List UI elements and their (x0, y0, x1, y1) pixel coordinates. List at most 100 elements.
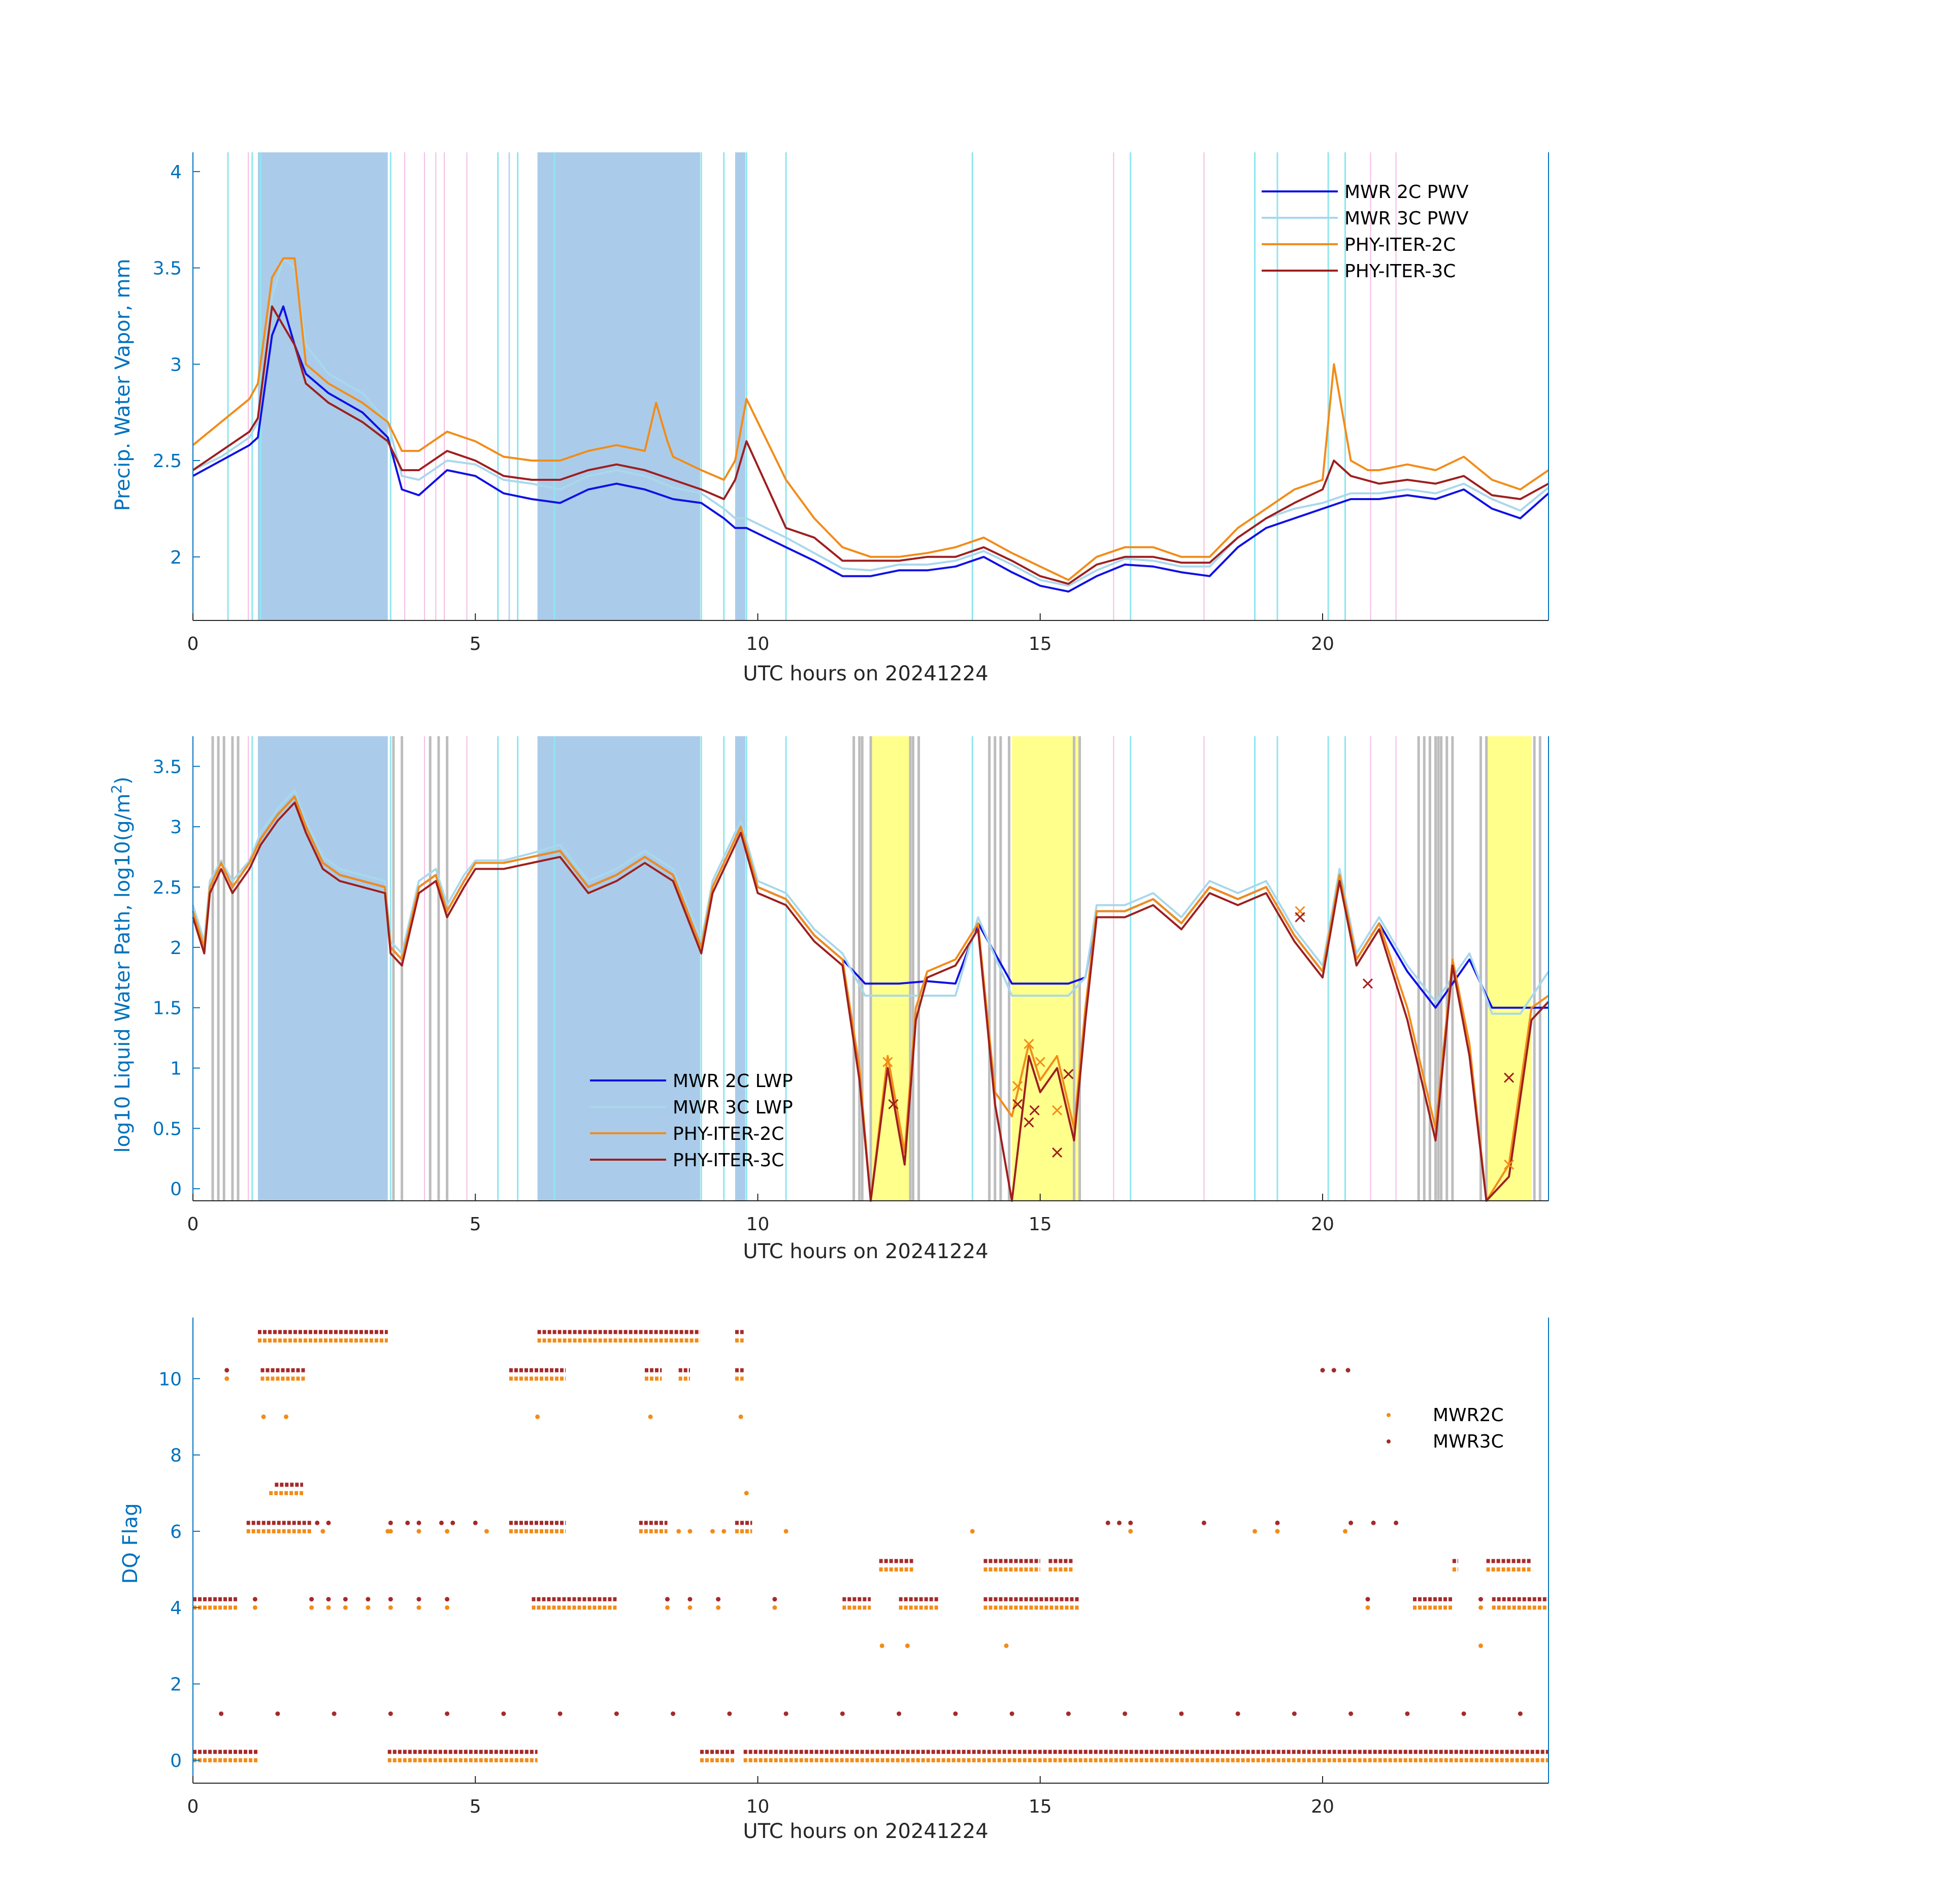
legend-label-phy3c-lwp: PHY-ITER-3C (673, 1150, 784, 1171)
dq-dot-mwr2c (905, 1643, 910, 1648)
dq-dot-mwr3c (501, 1711, 506, 1716)
dq-dot-mwr3c (1331, 1368, 1336, 1373)
dq-dot-mwr2c (416, 1529, 421, 1534)
dq-dot-mwr3c (665, 1597, 670, 1602)
dq-dot-mwr2c (687, 1529, 693, 1534)
lwp-ylabel: log10 Liquid Water Path, log10(g/m2) (108, 777, 135, 1153)
pwv-ytick-label: 3.5 (153, 258, 182, 279)
pwv-xtick-label: 5 (470, 634, 481, 654)
lwp-xtick-label: 15 (1029, 1214, 1052, 1235)
dq-dot-mwr3c (445, 1597, 450, 1602)
lwp-x-marker (882, 1057, 893, 1067)
dq-dot-mwr2c (721, 1529, 727, 1534)
dq-axes: 0 5 10 15 20 0 2 4 6 8 10 (158, 1318, 1549, 1817)
dq-dot-mwr3c (1105, 1520, 1110, 1525)
dq-dot-mwr3c (315, 1520, 320, 1525)
dq-dot-mwr3c (1371, 1520, 1376, 1525)
lwp-x-marker (1063, 1069, 1074, 1079)
lwp-x-marker (1012, 1081, 1023, 1092)
dq-panel: 0 5 10 15 20 0 2 4 6 8 10 UTC hours on 20241224 DQ… (119, 1318, 1549, 1843)
pwv-line-phy2c (192, 257, 1550, 581)
dq-dot-mwr3c (224, 1368, 229, 1373)
dq-dot-mwr3c (405, 1520, 410, 1525)
pwv-blue-shade (257, 152, 388, 620)
dq-dot-mwr2c (1478, 1643, 1483, 1648)
dq-dot-mwr3c (332, 1711, 337, 1716)
dq-dot-mwr2c (1275, 1529, 1280, 1534)
dq-dot-mwr3c (343, 1597, 348, 1602)
lwp-x-marker (1035, 1057, 1045, 1067)
lwp-ytick-label: 1.5 (153, 998, 182, 1019)
dq-dot-mwr3c (1292, 1711, 1297, 1716)
dq-dot-mwr3c (366, 1597, 371, 1602)
legend-dot-mwr2c (1387, 1413, 1391, 1417)
dq-ytick-label: 10 (158, 1369, 182, 1390)
dq-dot-mwr3c (1348, 1711, 1354, 1716)
dq-dot-mwr3c (1394, 1520, 1399, 1525)
lwp-ytick-label: 2.5 (153, 877, 182, 898)
dq-xtick-label: 0 (187, 1796, 199, 1817)
pwv-xtick-label: 10 (746, 634, 770, 654)
dq-ytick-label: 4 (170, 1598, 182, 1619)
lwp-line-phy2c (192, 795, 1550, 1202)
lwp-x-marker (888, 1099, 899, 1109)
legend-label-mwr2c-lwp: MWR 2C LWP (673, 1071, 793, 1092)
lwp-line-mwr3c (192, 789, 1550, 1015)
lwp-ytick-label: 1 (170, 1059, 182, 1079)
dq-dot-mwr3c (326, 1520, 331, 1525)
dq-xlabel: UTC hours on 20241224 (743, 1820, 988, 1843)
lwp-ytick-label: 2 (170, 938, 182, 959)
dq-dot-mwr3c (1478, 1597, 1483, 1602)
pwv-ylabel: Precip. Water Vapor, mm (111, 259, 135, 511)
dq-dot-mwr3c (671, 1711, 676, 1716)
dq-dot-mwr2c (326, 1605, 331, 1610)
dq-dot-mwr3c (252, 1597, 257, 1602)
dq-dot-mwr3c (388, 1711, 393, 1716)
pwv-line-mwr3c (192, 257, 1550, 587)
lwp-x-marker (1012, 1099, 1023, 1109)
dq-dot-mwr3c (1117, 1520, 1122, 1525)
legend-dot-mwr3c (1387, 1439, 1391, 1443)
dq-dot-mwr2c (687, 1605, 693, 1610)
dq-dot-mwr3c (1345, 1368, 1351, 1373)
pwv-line-mwr2c (192, 305, 1550, 593)
legend-label-phy2c-pwv: PHY-ITER-2C (1344, 235, 1456, 255)
lwp-legend: MWR 2C LWP MWR 3C LWP PHY-ITER-2C PHY-IT… (590, 1071, 793, 1171)
lwp-ylabel-main: log10 Liquid Water Path, log10(g/m (111, 794, 135, 1153)
dq-dot-mwr2c (1478, 1605, 1483, 1610)
dq-dot-mwr3c (1461, 1711, 1466, 1716)
dq-dot-mwr3c (953, 1711, 958, 1716)
dq-dot-mwr2c (648, 1414, 653, 1419)
dq-dot-mwr3c (716, 1597, 721, 1602)
dq-dot-mwr3c (309, 1597, 314, 1602)
dq-dot-mwr3c (727, 1711, 732, 1716)
lwp-ylabel-end: ) (111, 777, 135, 785)
dq-dot-mwr2c (224, 1376, 229, 1381)
dq-dot-mwr3c (1405, 1711, 1410, 1716)
pwv-line-phy3c (192, 305, 1549, 585)
dq-dot-mwr3c (1518, 1711, 1523, 1716)
dq-dot-mwr3c (772, 1597, 777, 1602)
dq-dot-mwr2c (320, 1529, 325, 1534)
lwp-x-marker (1504, 1072, 1515, 1083)
dq-dot-mwr3c (445, 1711, 450, 1716)
dq-dot-mwr3c (1179, 1711, 1184, 1716)
legend-label-phy3c-pwv: PHY-ITER-3C (1344, 261, 1456, 282)
dq-dot-mwr2c (484, 1529, 489, 1534)
dq-dot-mwr3c (439, 1520, 444, 1525)
dq-points (193, 1330, 1549, 1762)
dq-xtick-label: 15 (1029, 1796, 1052, 1817)
dq-dot-mwr3c (1348, 1520, 1354, 1525)
dq-ytick-label: 2 (170, 1675, 182, 1695)
dq-dot-mwr2c (416, 1605, 421, 1610)
legend-label-mwr3c-lwp: MWR 3C LWP (673, 1097, 793, 1118)
dq-dot-mwr2c (970, 1529, 975, 1534)
lwp-x-marker (1052, 1147, 1063, 1158)
lwp-ylabel-sup: 2 (108, 784, 125, 794)
lwp-ytick-label: 0 (170, 1179, 182, 1200)
dq-dot-mwr3c (897, 1711, 902, 1716)
dq-dot-mwr2c (366, 1605, 371, 1610)
legend-label-mwr3c: MWR3C (1433, 1431, 1504, 1452)
